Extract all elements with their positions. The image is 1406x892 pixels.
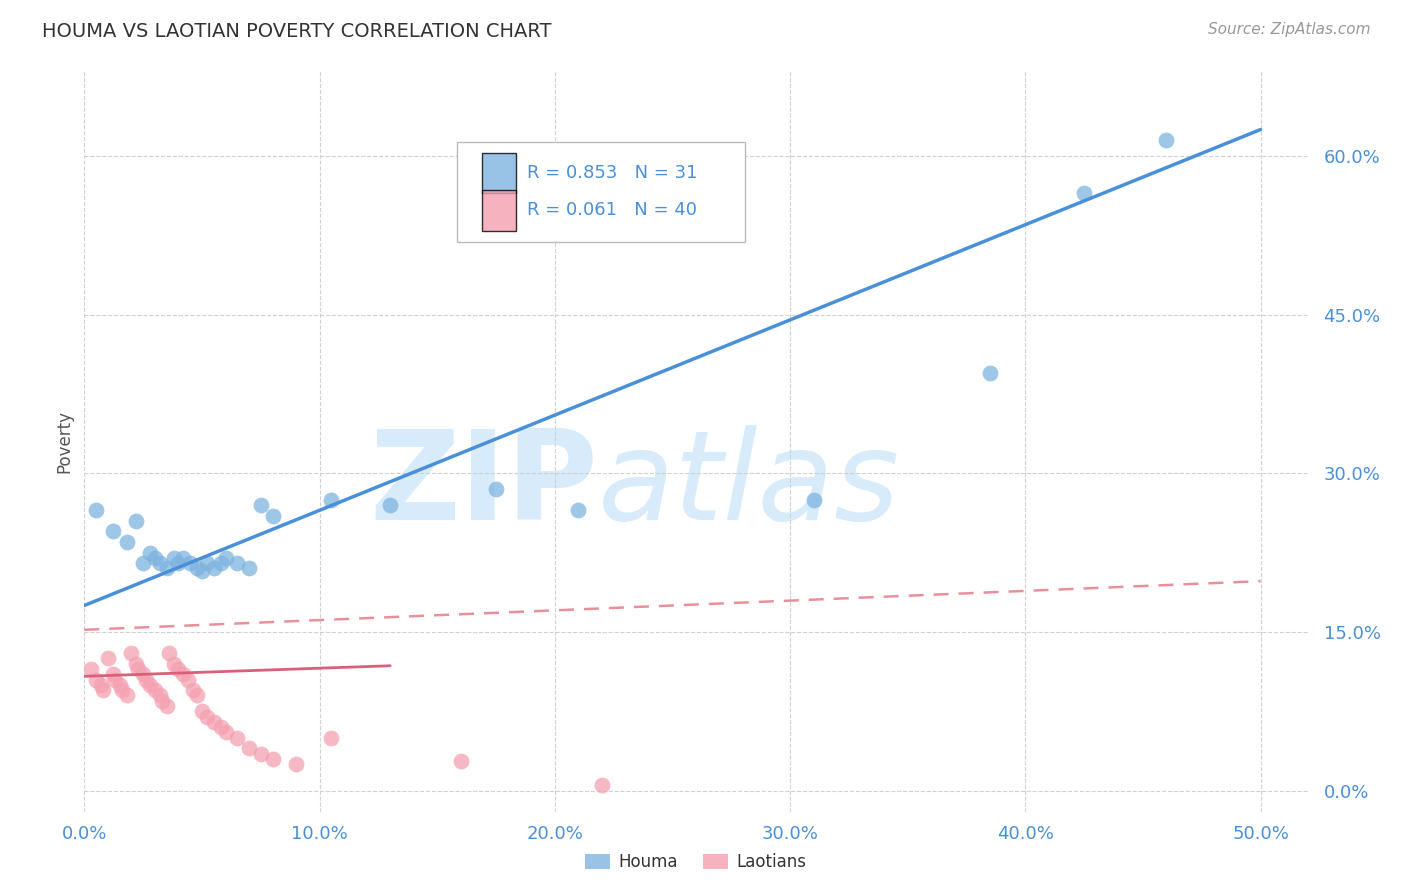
- Point: [139, 678, 162, 692]
- Point: [567, 503, 589, 517]
- Point: [132, 667, 155, 681]
- Point: [120, 646, 142, 660]
- Point: [163, 550, 186, 565]
- Point: [125, 657, 148, 671]
- Point: [186, 689, 208, 703]
- Point: [191, 704, 214, 718]
- Text: atlas: atlas: [598, 425, 900, 547]
- Point: [321, 731, 343, 745]
- Point: [979, 366, 1001, 380]
- Point: [1156, 133, 1178, 147]
- Point: [156, 561, 179, 575]
- Point: [591, 778, 613, 792]
- Point: [285, 757, 308, 772]
- Point: [238, 741, 260, 756]
- Point: [108, 678, 131, 692]
- Point: [238, 561, 260, 575]
- Point: [149, 689, 172, 703]
- Point: [139, 546, 162, 560]
- FancyBboxPatch shape: [482, 153, 516, 194]
- Point: [214, 550, 236, 565]
- Point: [249, 498, 271, 512]
- Point: [226, 556, 249, 570]
- Point: [450, 754, 472, 768]
- Point: [195, 709, 218, 723]
- Point: [262, 752, 284, 766]
- Point: [127, 662, 149, 676]
- Point: [195, 556, 218, 570]
- Text: R = 0.061   N = 40: R = 0.061 N = 40: [527, 202, 697, 219]
- Point: [101, 667, 124, 681]
- Point: [209, 556, 232, 570]
- Point: [156, 698, 179, 713]
- Text: HOUMA VS LAOTIAN POVERTY CORRELATION CHART: HOUMA VS LAOTIAN POVERTY CORRELATION CHA…: [42, 22, 551, 41]
- Point: [485, 482, 508, 496]
- Text: Source: ZipAtlas.com: Source: ZipAtlas.com: [1208, 22, 1371, 37]
- Point: [202, 714, 225, 729]
- Point: [84, 673, 107, 687]
- Point: [172, 667, 194, 681]
- Point: [111, 683, 134, 698]
- Point: [179, 556, 201, 570]
- Point: [321, 492, 343, 507]
- Point: [380, 498, 402, 512]
- Point: [249, 747, 271, 761]
- Point: [101, 524, 124, 539]
- FancyBboxPatch shape: [482, 190, 516, 231]
- Point: [1073, 186, 1095, 200]
- Point: [202, 561, 225, 575]
- Point: [177, 673, 200, 687]
- Point: [209, 720, 232, 734]
- Text: ZIP: ZIP: [370, 425, 598, 547]
- Y-axis label: Poverty: Poverty: [55, 410, 73, 473]
- Point: [226, 731, 249, 745]
- Point: [84, 503, 107, 517]
- Point: [163, 657, 186, 671]
- Point: [167, 662, 190, 676]
- Point: [104, 673, 127, 687]
- Point: [91, 683, 114, 698]
- Point: [803, 492, 825, 507]
- Text: R = 0.853   N = 31: R = 0.853 N = 31: [527, 164, 697, 182]
- Point: [115, 535, 138, 549]
- FancyBboxPatch shape: [457, 142, 745, 242]
- Point: [115, 689, 138, 703]
- Point: [80, 662, 103, 676]
- Point: [262, 508, 284, 523]
- Point: [157, 646, 180, 660]
- Point: [132, 556, 155, 570]
- Point: [143, 550, 166, 565]
- Point: [214, 725, 236, 739]
- Legend: Houma, Laotians: Houma, Laotians: [579, 847, 813, 878]
- Point: [191, 564, 214, 578]
- Point: [181, 683, 204, 698]
- Point: [150, 694, 173, 708]
- Point: [143, 683, 166, 698]
- Point: [186, 561, 208, 575]
- Point: [90, 678, 112, 692]
- Point: [97, 651, 120, 665]
- Point: [149, 556, 172, 570]
- Point: [135, 673, 157, 687]
- Point: [125, 514, 148, 528]
- Point: [167, 556, 190, 570]
- Point: [172, 550, 194, 565]
